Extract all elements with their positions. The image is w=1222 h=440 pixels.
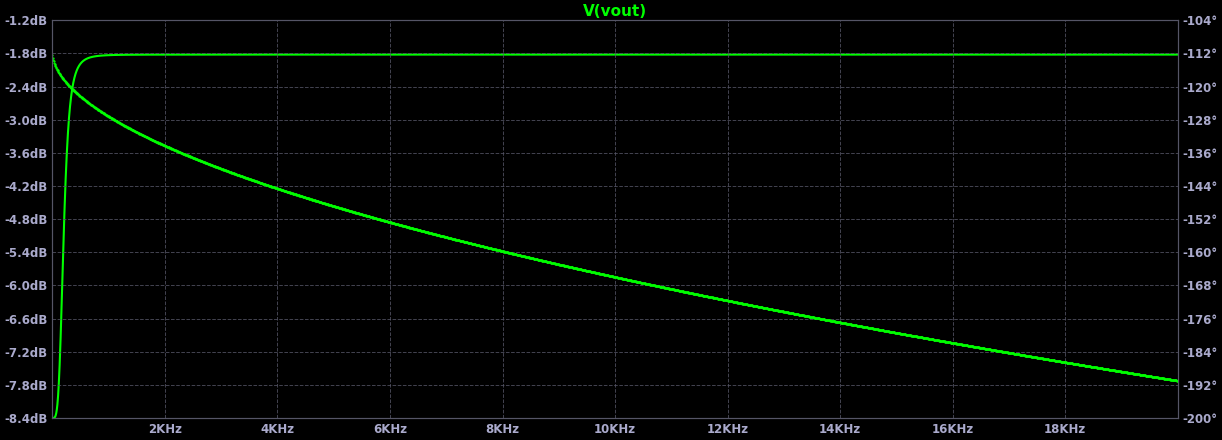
Title: V(vout): V(vout)	[583, 4, 648, 19]
